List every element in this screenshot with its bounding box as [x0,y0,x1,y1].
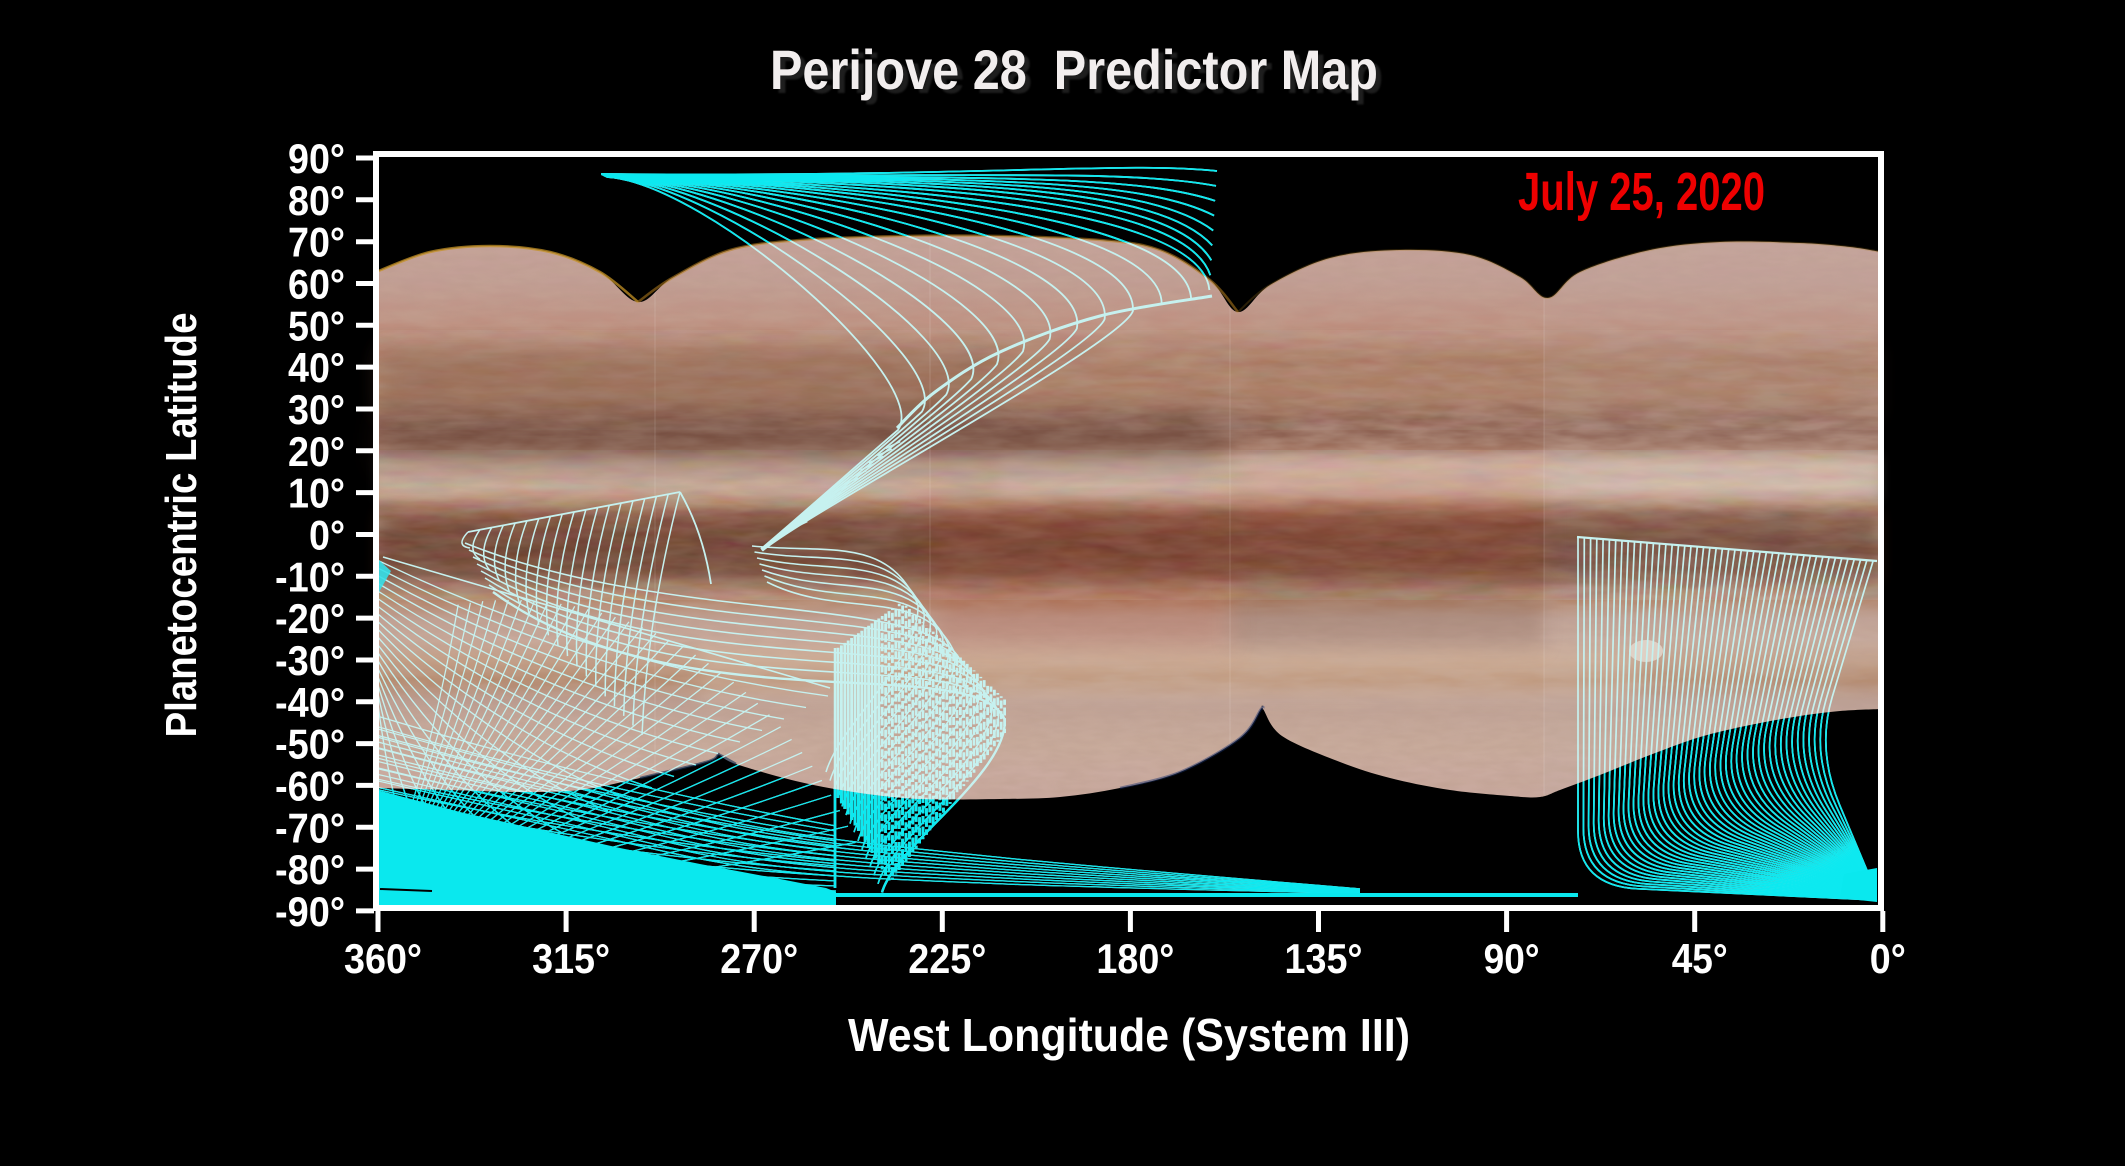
svg-text:-80°: -80° [275,846,345,893]
svg-text:315°: 315° [532,935,610,982]
svg-text:-10°: -10° [275,553,345,600]
svg-text:West Longitude (System III): West Longitude (System III) [848,1009,1410,1061]
svg-text:20°: 20° [288,428,345,475]
svg-text:-90°: -90° [275,888,345,935]
svg-text:Perijove 28 Predictor Map: Perijove 28 Predictor Map [770,38,1378,101]
svg-text:Planetocentric Latitude: Planetocentric Latitude [157,313,206,738]
svg-text:-20°: -20° [275,595,345,642]
svg-text:-30°: -30° [275,637,345,684]
svg-text:-40°: -40° [275,679,345,726]
svg-text:360°: 360° [344,935,422,982]
svg-text:-50°: -50° [275,721,345,768]
svg-text:80°: 80° [288,177,345,224]
svg-text:50°: 50° [288,302,345,349]
svg-text:0°: 0° [1870,935,1906,982]
svg-text:-60°: -60° [275,762,345,809]
svg-text:90°: 90° [1484,935,1540,982]
svg-text:270°: 270° [720,935,798,982]
svg-text:-70°: -70° [275,804,345,851]
svg-text:225°: 225° [908,935,986,982]
svg-text:30°: 30° [288,386,345,433]
svg-text:40°: 40° [288,344,345,391]
svg-text:60°: 60° [288,260,345,307]
svg-text:180°: 180° [1096,935,1174,982]
svg-text:45°: 45° [1672,935,1728,982]
svg-text:135°: 135° [1285,935,1363,982]
svg-text:90°: 90° [288,135,345,182]
svg-text:0°: 0° [309,511,345,558]
svg-text:10°: 10° [288,470,345,517]
svg-text:July 25, 2020: July 25, 2020 [1518,162,1765,222]
svg-text:70°: 70° [288,219,345,266]
